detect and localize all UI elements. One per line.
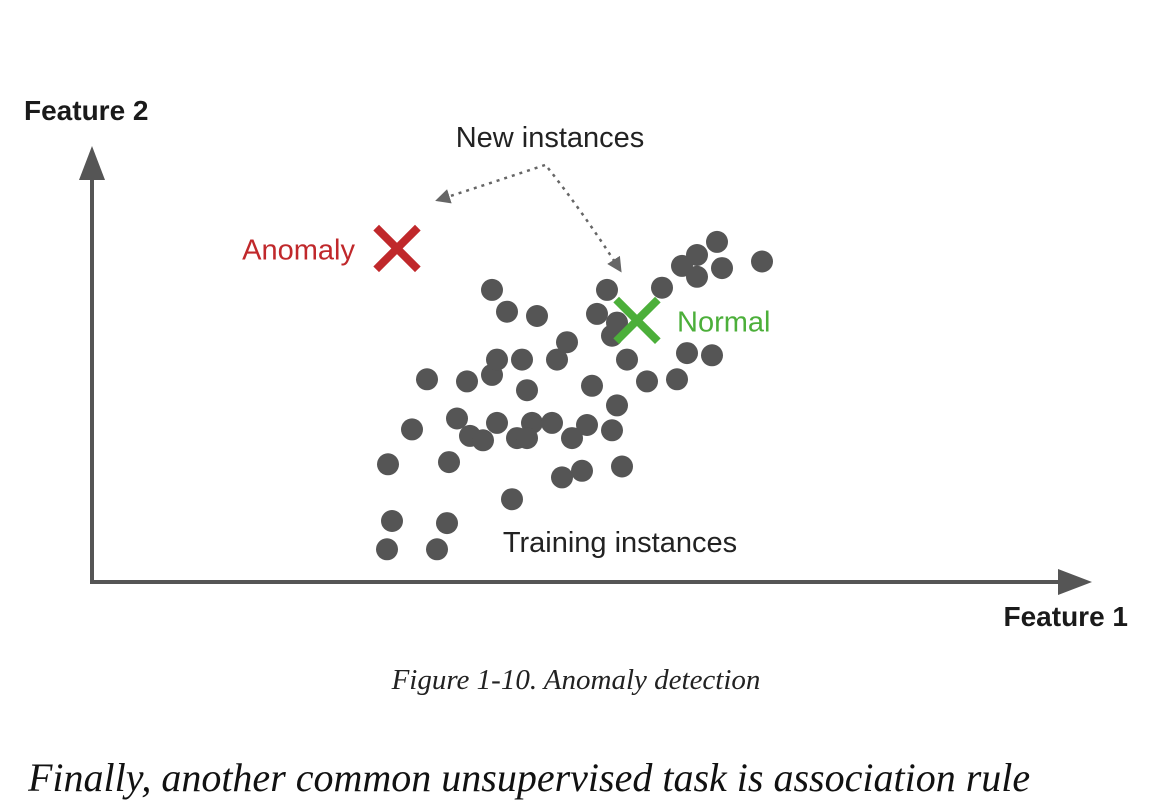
training-point-31 xyxy=(606,394,628,417)
training-point-14 xyxy=(472,429,494,452)
training-point-50 xyxy=(706,230,728,253)
annotation-arrows xyxy=(435,163,622,273)
training-point-32 xyxy=(556,331,578,354)
training-point-6 xyxy=(551,466,573,489)
training-point-27 xyxy=(516,379,538,402)
training-point-3 xyxy=(381,510,403,532)
anomaly-label: Anomaly xyxy=(242,234,355,266)
training-point-40 xyxy=(526,305,548,327)
anomaly-x-stroke-2 xyxy=(373,224,421,273)
x-axis-arrowhead xyxy=(1058,569,1092,595)
training-point-7 xyxy=(377,453,399,476)
training-point-29 xyxy=(546,348,568,371)
training-point-44 xyxy=(596,278,618,301)
training-point-23 xyxy=(416,368,438,391)
training-point-39 xyxy=(496,300,518,323)
normal-x-marker xyxy=(613,296,661,345)
training-point-37 xyxy=(676,342,698,365)
training-point-4 xyxy=(436,512,458,535)
training-point-12 xyxy=(446,407,468,430)
normal-x-stroke-2 xyxy=(613,296,661,345)
training-point-1 xyxy=(376,538,398,561)
training-point-36 xyxy=(666,368,688,391)
y-axis-arrowhead xyxy=(79,146,105,180)
training-point-15 xyxy=(486,411,508,434)
training-point-11 xyxy=(401,418,423,441)
training-point-21 xyxy=(576,414,598,436)
new-instances-label: New instances xyxy=(456,122,645,154)
training-point-28 xyxy=(511,348,533,371)
training-point-2 xyxy=(426,538,448,561)
training-point-49 xyxy=(686,244,708,266)
y-axis-label: Feature 2 xyxy=(24,95,149,126)
training-point-19 xyxy=(516,427,538,450)
training-point-34 xyxy=(616,348,638,371)
training-point-9 xyxy=(571,459,593,482)
training-point-10 xyxy=(611,455,633,478)
training-point-30 xyxy=(581,374,603,397)
x-axis-label: Feature 1 xyxy=(1004,601,1129,632)
training-point-5 xyxy=(501,488,523,511)
training-point-22 xyxy=(601,419,623,442)
body-text: Finally, another common unsupervised tas… xyxy=(28,756,1031,800)
training-point-43 xyxy=(606,311,628,334)
axes xyxy=(79,146,1092,595)
training-point-38 xyxy=(701,344,723,367)
training-point-42 xyxy=(586,302,608,325)
training-point-8 xyxy=(438,451,460,474)
training-point-51 xyxy=(751,250,773,273)
training-point-48 xyxy=(711,257,733,280)
anomaly-detection-figure: Feature 2 Feature 1 Anomaly Normal New in… xyxy=(24,95,1129,632)
training-point-41 xyxy=(481,278,503,301)
training-point-35 xyxy=(636,370,658,393)
training-point-18 xyxy=(541,411,563,434)
training-point-45 xyxy=(651,276,673,299)
training-point-20 xyxy=(561,427,583,450)
training-point-24 xyxy=(456,370,478,393)
anomaly-x-marker xyxy=(373,224,421,273)
arrow-to-anomaly xyxy=(435,163,546,204)
training-points xyxy=(376,230,773,561)
normal-label: Normal xyxy=(677,306,770,338)
figure-caption: Figure 1-10. Anomaly detection xyxy=(391,664,761,696)
training-point-26 xyxy=(486,348,508,371)
training-instances-label: Training instances xyxy=(503,527,737,559)
new-instance-markers: Anomaly Normal xyxy=(242,224,770,345)
training-point-47 xyxy=(686,265,708,288)
arrow-to-normal xyxy=(547,167,622,273)
